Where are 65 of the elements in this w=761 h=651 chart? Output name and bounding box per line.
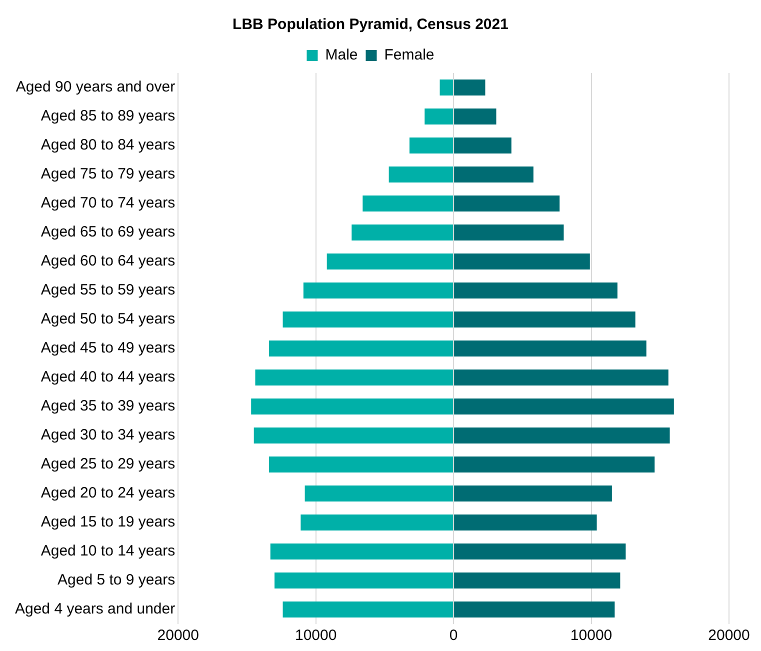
bar xyxy=(282,602,454,618)
y-tick-label: Aged 70 to 74 years xyxy=(40,194,176,212)
y-tick-label: Aged 20 to 24 years xyxy=(40,484,176,502)
y-tick-label: Aged 4 years and under xyxy=(14,600,176,618)
y-tick-label: Aged 80 to 84 years xyxy=(40,136,176,154)
bar xyxy=(352,224,454,240)
bar xyxy=(388,166,454,182)
x-tick-label: 0 xyxy=(449,627,458,644)
x-tick-label: 10000 xyxy=(294,627,337,644)
bar xyxy=(454,138,512,154)
x-tick-label: 20000 xyxy=(157,627,199,644)
bar xyxy=(304,486,454,502)
bar xyxy=(255,370,454,386)
bar xyxy=(409,138,454,154)
bar xyxy=(454,312,636,328)
bar xyxy=(454,398,674,414)
bar xyxy=(300,514,454,530)
bar xyxy=(454,602,615,618)
bar xyxy=(424,108,454,124)
x-tick-label: 10000 xyxy=(570,627,612,644)
bar xyxy=(269,456,454,472)
bar xyxy=(454,486,612,502)
y-tick-label: Aged 65 to 69 years xyxy=(40,224,176,241)
bar xyxy=(454,166,534,182)
y-tick-label: Aged 35 to 39 years xyxy=(40,398,176,415)
y-tick-label: Aged 5 to 9 years xyxy=(58,572,176,589)
y-tick-label: Aged 10 to 14 years xyxy=(40,542,176,560)
bar xyxy=(454,282,618,298)
bar xyxy=(254,428,454,444)
bar xyxy=(269,340,454,356)
bar xyxy=(454,370,668,386)
y-tick-label: Aged 30 to 34 years xyxy=(40,426,176,444)
bar xyxy=(440,80,454,96)
chart-title: LBB Population Pyramid, Census 2021 xyxy=(232,16,508,34)
y-tick-label: Aged 15 to 19 years xyxy=(40,514,176,531)
y-tick-label: Aged 25 to 29 years xyxy=(40,456,176,473)
legend-label: Male xyxy=(325,46,358,64)
bar xyxy=(454,80,486,96)
bar xyxy=(454,514,597,530)
bar xyxy=(274,572,454,588)
bar xyxy=(326,254,454,270)
bar xyxy=(454,456,655,472)
bar xyxy=(454,254,590,270)
bar xyxy=(454,224,564,240)
y-tick-label: Aged 55 to 59 years xyxy=(40,282,176,299)
y-tick-label: Aged 50 to 54 years xyxy=(40,310,176,328)
y-tick-label: Aged 60 to 64 years xyxy=(40,252,176,270)
bar xyxy=(454,196,560,212)
bar xyxy=(282,312,454,328)
bar xyxy=(303,282,454,298)
y-tick-label: Aged 85 to 89 years xyxy=(40,108,176,125)
bar xyxy=(454,572,620,588)
y-tick-label: Aged 40 to 44 years xyxy=(40,368,176,386)
legend-label: Female xyxy=(384,46,434,64)
y-tick-label: Aged 90 years and over xyxy=(16,78,176,96)
y-tick-label: Aged 45 to 49 years xyxy=(40,340,176,357)
bar xyxy=(454,340,646,356)
bar xyxy=(454,544,626,560)
bar xyxy=(362,196,454,212)
bar xyxy=(270,544,454,560)
bar xyxy=(251,398,454,414)
bar xyxy=(454,428,670,444)
x-tick-label: 20000 xyxy=(708,627,750,644)
y-tick-label: Aged 75 to 79 years xyxy=(40,166,176,183)
bar xyxy=(454,108,496,124)
